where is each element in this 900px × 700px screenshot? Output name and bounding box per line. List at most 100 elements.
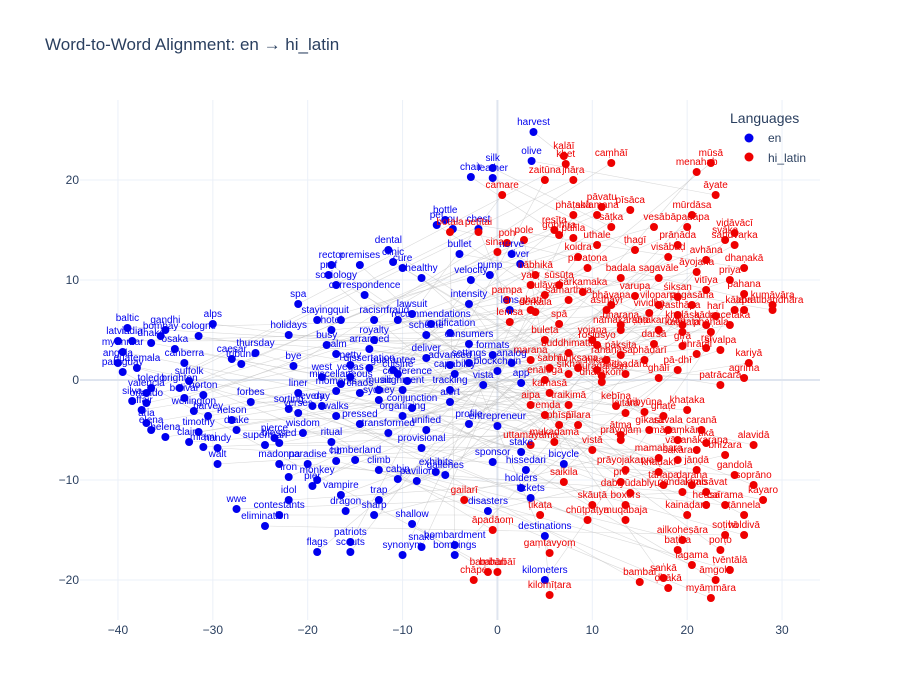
hi-latin-point (616, 274, 625, 282)
en-point (189, 407, 198, 415)
hi-latin-point-label: agrima (729, 363, 760, 374)
legend-label-hi-latin[interactable]: hi_latin (768, 151, 806, 165)
alignment-link (359, 277, 621, 425)
legend[interactable]: Languages en hi_latin (730, 110, 806, 165)
en-point-label: guatemala (114, 353, 161, 364)
en-point-label: bombings (433, 540, 476, 551)
en-point (128, 397, 137, 405)
en-point (341, 507, 350, 515)
en-point (529, 128, 538, 136)
alignment-link (264, 444, 697, 451)
legend-label-en[interactable]: en (768, 131, 781, 145)
hi-latin-point (692, 268, 701, 276)
hi-latin-point (673, 311, 682, 319)
hi-latin-point (687, 561, 696, 569)
alignment-link (468, 343, 721, 386)
hi-latin-point-label: ḍhākā (655, 573, 683, 584)
alignment-link (426, 321, 510, 336)
en-point (488, 351, 497, 359)
en-point-label: silva (122, 386, 142, 397)
en-point (517, 484, 526, 492)
hi-latin-point-label: pacetaka (710, 310, 751, 321)
en-point (313, 316, 322, 324)
hi-latin-point-label: ṣārkamaka (558, 277, 607, 288)
en-point (527, 157, 536, 165)
en-point (142, 419, 151, 427)
en-point-label: lens (501, 295, 519, 306)
hi-latin-point (673, 456, 682, 464)
en-point-label: cabin (386, 464, 410, 475)
en-point-label: suffolk (175, 366, 205, 377)
en-point-label: sorting (274, 394, 304, 405)
en-point-label: silk (485, 153, 500, 164)
en-point (488, 164, 497, 172)
hi-latin-point (555, 421, 564, 429)
hi-latin-point-label: baṃbārī (470, 557, 507, 568)
hi-latin-point (730, 229, 739, 237)
hi-latin-point-label: gīrā (674, 331, 692, 342)
y-tick-label: 10 (66, 273, 80, 287)
alignment-link (459, 253, 773, 311)
en-point-label: bombay (143, 321, 179, 332)
alignment-link (250, 401, 531, 406)
hi-latin-point (706, 159, 715, 167)
hi-latin-point (654, 301, 663, 309)
en-point-label: pet (430, 210, 444, 221)
en-point-label: racism (359, 305, 388, 316)
en-point (488, 174, 497, 182)
hi-latin-point (749, 441, 758, 449)
hi-latin-point-label: pālīla (561, 223, 585, 234)
legend-title: Languages (730, 110, 799, 126)
alignment-link (136, 367, 745, 536)
hi-latin-point (654, 454, 663, 462)
hi-latin-point-label: sīvalpa (705, 335, 737, 346)
alignment-link (392, 239, 726, 371)
en-point-label: fraud (386, 305, 409, 316)
alignment-link (533, 131, 565, 157)
en-point (493, 422, 502, 430)
alignment-link (511, 362, 626, 506)
hi-latin-point-label: ṭvēntālā (712, 555, 747, 566)
en-point-label: miami (190, 432, 217, 443)
alignment-link (208, 324, 730, 417)
en-point-label: alignment (381, 375, 425, 386)
en-point (516, 260, 525, 268)
hi-latin-point (531, 308, 540, 316)
hi-latin-point-label: kāla (725, 295, 744, 306)
hi-latin-point-label: bhīzara (708, 440, 742, 451)
hi-latin-point-label: maraṇa (514, 345, 548, 356)
hi-latin-point (678, 488, 687, 496)
hi-latin-point-label: caīrama (707, 490, 744, 501)
en-point-label: norton (189, 380, 217, 391)
en-point (384, 429, 393, 437)
alignment-link (402, 244, 735, 417)
hi-latin-point (559, 152, 568, 160)
en-point-label: bye (285, 351, 302, 362)
en-point-label: day (314, 391, 330, 402)
hi-latin-point (607, 223, 616, 231)
hi-latin-point-label: kainaḍarā (665, 500, 709, 511)
en-point-label: vista (473, 370, 494, 381)
en-point (431, 468, 440, 476)
en-point (332, 350, 341, 358)
alignment-link (421, 214, 574, 548)
en-point (355, 261, 364, 269)
hi-latin-point-label: vilopana (640, 290, 678, 301)
en-point (284, 473, 293, 481)
alignment-link (426, 299, 569, 431)
hi-latin-point-label: solamana (575, 200, 619, 211)
hi-latin-point (687, 481, 696, 489)
hi-latin-point-label: pāvatu (587, 192, 617, 203)
en-point (507, 359, 516, 367)
en-point (493, 367, 502, 375)
hi-latin-point (564, 349, 573, 357)
hi-latin-point (664, 584, 673, 592)
hi-latin-point (740, 531, 749, 539)
en-point-label: bicycle (549, 449, 580, 460)
en-point (446, 329, 454, 337)
en-point (327, 261, 336, 269)
en-point (313, 548, 322, 556)
en-point (113, 337, 122, 345)
en-point (393, 475, 402, 483)
